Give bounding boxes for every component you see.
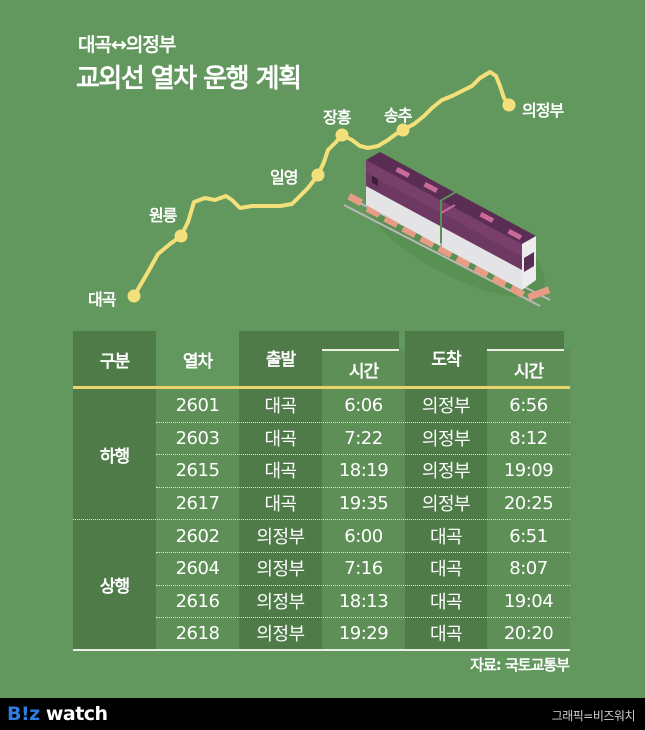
station-label-janghung: 장흥 <box>323 108 351 127</box>
cell-to: 의정부 <box>421 461 471 482</box>
header-divider-dep <box>322 349 399 351</box>
col-bg-to <box>405 331 487 649</box>
col-bg-dep-top <box>322 331 399 349</box>
cell-train: 2615 <box>175 459 220 481</box>
cell-to: 의정부 <box>421 396 471 417</box>
cell-arr: 19:04 <box>503 590 554 612</box>
col-bg-group <box>73 331 156 649</box>
header-group: 구분 <box>99 351 130 372</box>
station-dots <box>127 98 516 303</box>
cell-train: 2617 <box>175 492 220 514</box>
page-title: 교외선 열차 운행 계획 <box>76 64 302 94</box>
col-bg-dep <box>322 349 405 649</box>
station-label-wonneung: 원릉 <box>149 206 177 225</box>
row-divider <box>156 552 570 553</box>
cell-arr: 19:09 <box>503 459 554 481</box>
header-underline <box>73 386 570 389</box>
cell-train: 2616 <box>175 590 220 612</box>
footer-bar: B!z watch 그래픽=비즈워치 <box>0 698 645 730</box>
cell-dep: 19:29 <box>338 622 389 644</box>
brand-logo: B!z watch <box>7 703 108 725</box>
cell-from: 의정부 <box>256 624 305 645</box>
cell-from: 대곡 <box>264 461 297 482</box>
col-bg-arr-top <box>487 331 564 349</box>
header-train: 열차 <box>182 351 213 372</box>
brand-logo-watch: watch <box>39 703 108 725</box>
cell-dep: 6:06 <box>344 394 383 416</box>
cell-arr: 8:07 <box>509 557 548 579</box>
cell-to: 의정부 <box>421 429 471 450</box>
cell-from: 의정부 <box>256 592 305 613</box>
cell-train: 2601 <box>175 394 220 416</box>
header-arrival: 도착 <box>431 349 461 370</box>
row-divider <box>156 617 570 618</box>
col-bg-from <box>239 331 322 649</box>
cell-dep: 18:13 <box>338 590 389 612</box>
graphic-credit: 그래픽=비즈워치 <box>551 709 636 723</box>
route-map <box>127 70 551 307</box>
cell-arr: 20:25 <box>503 492 554 514</box>
header-arrival-time: 시간 <box>513 361 544 382</box>
row-divider <box>156 422 570 423</box>
row-divider <box>156 585 570 586</box>
route-line <box>132 70 511 298</box>
cell-to: 대곡 <box>429 527 463 548</box>
cell-train: 2603 <box>175 427 220 449</box>
cell-arr: 6:51 <box>509 525 548 547</box>
train-illustration <box>343 152 551 307</box>
brand-logo-b: B!z <box>7 703 40 725</box>
cell-from: 대곡 <box>264 396 297 417</box>
header-divider-arr <box>487 349 564 351</box>
col-bg-arr <box>487 349 570 649</box>
cell-dep: 7:16 <box>344 557 383 579</box>
station-label-songchu: 송추 <box>384 106 412 125</box>
cell-dep: 6:00 <box>344 525 383 547</box>
cell-from: 대곡 <box>264 494 297 515</box>
station-label-ilyeong: 일영 <box>270 168 298 187</box>
group-label-down: 하행 <box>99 446 130 467</box>
cell-dep: 7:22 <box>344 427 383 449</box>
col-bg-train <box>156 388 239 649</box>
row-divider <box>156 487 570 488</box>
cell-to: 의정부 <box>421 494 471 515</box>
cell-dep: 19:35 <box>338 492 389 514</box>
station-label-uijeongbu: 의정부 <box>522 101 564 120</box>
station-label-daegok: 대곡 <box>88 290 116 309</box>
cell-arr: 8:12 <box>509 427 548 449</box>
header-departure: 출발 <box>265 349 296 370</box>
row-divider <box>156 454 570 455</box>
cell-dep: 18:19 <box>338 459 389 481</box>
subtitle: 대곡↔의정부 <box>78 34 176 56</box>
cell-from: 의정부 <box>256 559 305 580</box>
cell-train: 2618 <box>175 622 220 644</box>
cell-arr: 20:20 <box>503 622 554 644</box>
cell-from: 의정부 <box>256 527 305 548</box>
header-departure-time: 시간 <box>348 361 379 382</box>
group-divider <box>73 519 570 520</box>
source-note: 자료: 국토교통부 <box>470 656 570 674</box>
cell-train: 2604 <box>175 557 220 579</box>
cell-to: 대곡 <box>429 559 463 580</box>
group-label-up: 상행 <box>99 576 130 597</box>
cell-train: 2602 <box>175 525 220 547</box>
cell-to: 대곡 <box>429 592 463 613</box>
cell-to: 대곡 <box>429 624 463 645</box>
cell-arr: 6:56 <box>509 394 548 416</box>
cell-from: 대곡 <box>264 429 297 450</box>
table-bottom-line <box>73 649 570 651</box>
